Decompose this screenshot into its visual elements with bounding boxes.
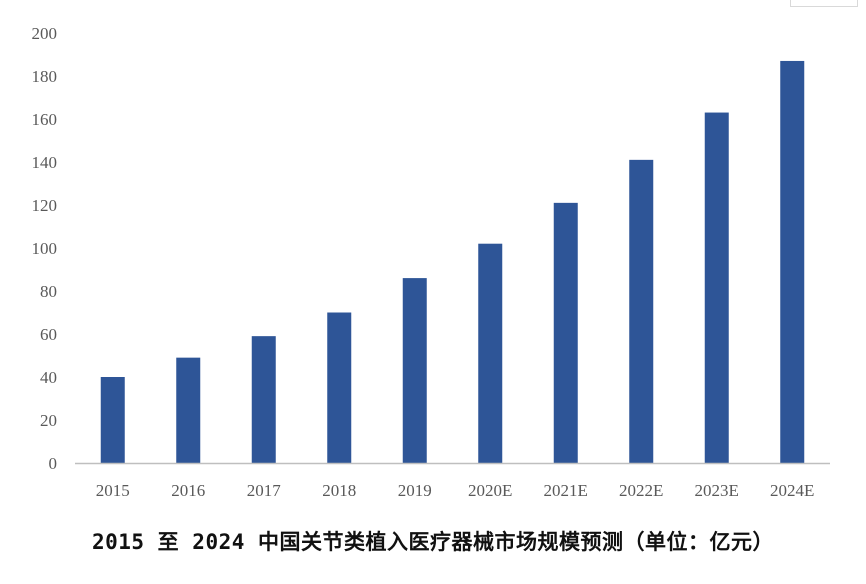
x-tick-label: 2015 [96, 481, 130, 500]
y-axis-tick-labels: 0 20 40 60 80 100 120 140 160 180 200 [32, 24, 58, 473]
y-tick-label: 100 [32, 239, 58, 258]
bar-2022E [629, 159, 654, 463]
y-tick-label: 60 [40, 325, 57, 344]
chart-title: 2015 至 2024 中国关节类植入医疗器械市场规模预测（单位：亿元） [91, 530, 775, 554]
y-tick-label: 180 [32, 67, 58, 86]
x-tick-label: 2022E [619, 481, 663, 500]
x-tick-label: 2016 [171, 481, 205, 500]
x-tick-label: 2017 [247, 481, 282, 500]
y-tick-label: 120 [32, 196, 58, 215]
x-axis-tick-labels: 2015 2016 2017 2018 2019 2020E 2021E 2022E 2023E… [96, 481, 815, 500]
x-tick-label: 2024E [770, 481, 814, 500]
y-tick-label: 140 [32, 153, 58, 172]
bar-chart: 0 20 40 60 80 100 120 140 160 180 200 2015 2016 2017… [32, 24, 830, 500]
x-tick-label: 2023E [695, 481, 739, 500]
top-right-frame-fragment [790, 0, 858, 7]
bar-2023E [704, 112, 729, 464]
bar-2020E [478, 243, 503, 463]
x-tick-label: 2018 [322, 481, 356, 500]
bars-group [100, 60, 805, 464]
x-tick-label: 2019 [398, 481, 432, 500]
y-tick-label: 40 [40, 368, 57, 387]
x-tick-label: 2020E [468, 481, 512, 500]
bar-2015 [100, 377, 125, 463]
y-tick-label: 160 [32, 110, 58, 129]
bar-2017 [251, 336, 276, 463]
y-tick-label: 200 [32, 24, 58, 43]
y-tick-label: 0 [49, 454, 58, 473]
y-tick-label: 80 [40, 282, 57, 301]
bar-2019 [402, 278, 427, 463]
bar-2016 [176, 357, 201, 463]
y-tick-label: 20 [40, 411, 57, 430]
bar-2018 [327, 312, 352, 463]
bar-2024E [780, 60, 805, 463]
x-tick-label: 2021E [544, 481, 588, 500]
bar-2021E [553, 202, 578, 463]
